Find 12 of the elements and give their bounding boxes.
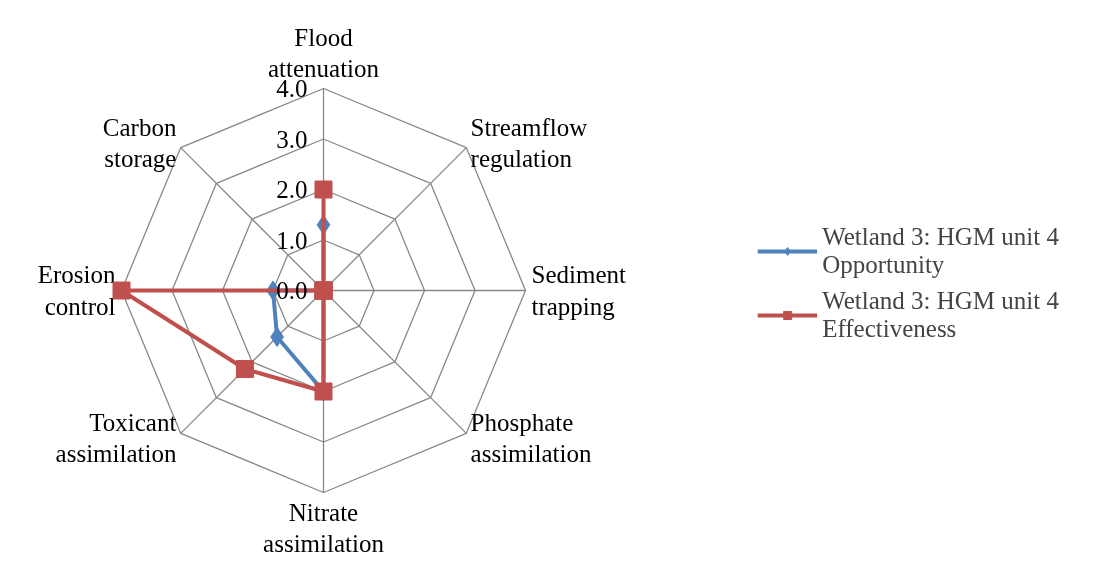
spoke-label: Phosphate assimilation	[470, 408, 592, 467]
legend-label: Wetland 3: HGM unit 4 Opportunity	[822, 222, 1059, 279]
spoke-label: Toxicant assimilation	[55, 408, 177, 467]
spoke-label: Carbon storage	[102, 114, 177, 173]
legend-label: Wetland 3: HGM unit 4 Effectiveness	[822, 286, 1059, 343]
spoke-label: Sediment trapping	[531, 261, 626, 320]
spoke-label: Streamflow regulation	[470, 114, 588, 173]
spoke-label: Nitrate assimilation	[263, 498, 385, 557]
spoke-label: Erosion control	[37, 261, 116, 320]
y-tick-label: 1.0	[276, 226, 308, 254]
y-tick-label: 2.0	[276, 176, 308, 203]
y-tick-label: 3.0	[276, 125, 308, 153]
